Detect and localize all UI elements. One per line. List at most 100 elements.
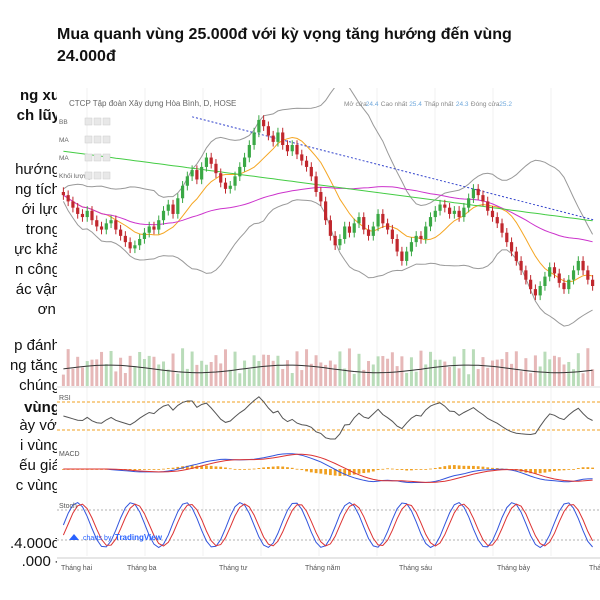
body-text-fragment: .4.000đ (9, 535, 60, 552)
candle-body (366, 229, 371, 236)
candle-body (519, 260, 523, 271)
macd-histogram-bar (376, 469, 380, 471)
macd-histogram-bar (286, 467, 289, 469)
macd-histogram-bar (424, 469, 428, 470)
chart-header: CTCP Tập đoàn Xây dựng Hòa Bình, D, HOSE… (59, 99, 512, 542)
macd-histogram-bar (367, 469, 370, 473)
candle-body (509, 242, 514, 252)
macd-histogram-bar (166, 468, 170, 469)
candle-body (462, 207, 466, 218)
candle-body (409, 242, 414, 252)
macd-histogram-bar (143, 469, 146, 470)
volume-bar (328, 360, 332, 386)
macd-histogram-bar (576, 468, 580, 469)
candle-body (233, 176, 237, 186)
macd-histogram-bar (324, 469, 328, 475)
candle-body (533, 289, 538, 296)
indicator-control-icon (84, 135, 93, 144)
volume-bar (471, 349, 475, 386)
macd-histogram-bar (452, 465, 456, 469)
candle-body (147, 226, 151, 233)
macd-histogram-bar (429, 468, 432, 470)
macd-histogram-bar (228, 468, 232, 470)
volume-bar (114, 371, 118, 386)
macd-histogram-bar (290, 467, 294, 469)
macd-histogram-bar (553, 469, 556, 472)
macd-histogram-bar (343, 469, 347, 476)
volume-bar (586, 348, 590, 386)
stock-chart[interactable]: RSI MACD Stoch CTCP Tập đoàn Xây dựng Hò… (57, 88, 600, 580)
candle-body (123, 235, 127, 243)
volume-bar (223, 349, 227, 386)
candle-body (238, 166, 242, 177)
volume-bar (276, 355, 280, 386)
candle-body (400, 251, 404, 261)
indicator-control-icon (93, 153, 102, 162)
candle-body (142, 232, 147, 239)
candle-body (176, 198, 180, 214)
candle-body (180, 185, 185, 199)
candle-body (295, 145, 299, 155)
candle-body (476, 188, 480, 196)
volume-bar (152, 356, 156, 386)
candle-body (190, 170, 194, 177)
candle-body (443, 204, 447, 208)
x-tick-label: Tháng ba (127, 565, 157, 572)
macd-histogram-bar (443, 466, 447, 469)
macd-histogram-bar (381, 468, 385, 470)
candle-body (552, 267, 557, 274)
volume-bar (104, 364, 108, 386)
x-tick-label: Tháng (589, 565, 600, 572)
volume-bar (433, 359, 437, 386)
macd-label: MACD (59, 451, 80, 458)
volume-bar (295, 351, 299, 386)
x-axis: Tháng hai Tháng ba Tháng tư Tháng năm Tháng … (57, 557, 600, 572)
bollinger-lower-band (62, 199, 593, 327)
candle-body (495, 217, 499, 224)
candle-body (362, 217, 366, 230)
volume-bar (490, 360, 494, 386)
volume-bar (429, 351, 433, 386)
candle-body (309, 166, 313, 177)
candle-body (571, 270, 576, 280)
body-text-fragment: ng xu (20, 87, 60, 104)
candle-body (209, 157, 213, 164)
candle-body (257, 119, 261, 133)
volume-bar (557, 357, 561, 386)
macd-histogram-bar (209, 465, 213, 469)
volume-bar (147, 355, 151, 386)
candle-body (557, 273, 561, 283)
indicator-control-icon (102, 153, 111, 162)
volume-bar (409, 357, 413, 386)
macd-histogram-bar (305, 469, 308, 472)
candle-body (428, 217, 433, 227)
stoch-panel: Stoch (57, 501, 600, 549)
volume-bar (66, 349, 70, 386)
candle-body (128, 242, 132, 249)
volume-bar (390, 352, 394, 386)
macd-histogram-bar (247, 468, 251, 470)
macd-histogram-bar (333, 469, 337, 476)
macd-histogram-bar (543, 469, 547, 473)
candle-body (133, 245, 137, 249)
volume-bar (214, 355, 218, 386)
volume-bar (562, 364, 566, 386)
candle-body (452, 210, 456, 214)
candle-body (90, 210, 94, 221)
candle-body (347, 226, 352, 233)
macd-histogram-bar (352, 469, 356, 475)
volume-bar (333, 364, 337, 386)
rsi-label: RSI (59, 395, 71, 402)
chart-symbol-title: CTCP Tập đoàn Xây dựng Hòa Bình, D, HOSE (69, 99, 236, 108)
volume-bar (362, 369, 366, 386)
macd-histogram-bar (462, 465, 466, 469)
body-text-fragment: ác vận (15, 281, 60, 298)
indicator-control-icon (84, 153, 93, 162)
candle-body (195, 170, 199, 180)
volume-bar (476, 369, 480, 386)
macd-histogram-bar (591, 467, 595, 469)
candle-body (247, 145, 251, 158)
volume-bar (448, 367, 452, 386)
moving-average-fast-line (63, 136, 593, 283)
macd-histogram-bar (138, 469, 142, 471)
